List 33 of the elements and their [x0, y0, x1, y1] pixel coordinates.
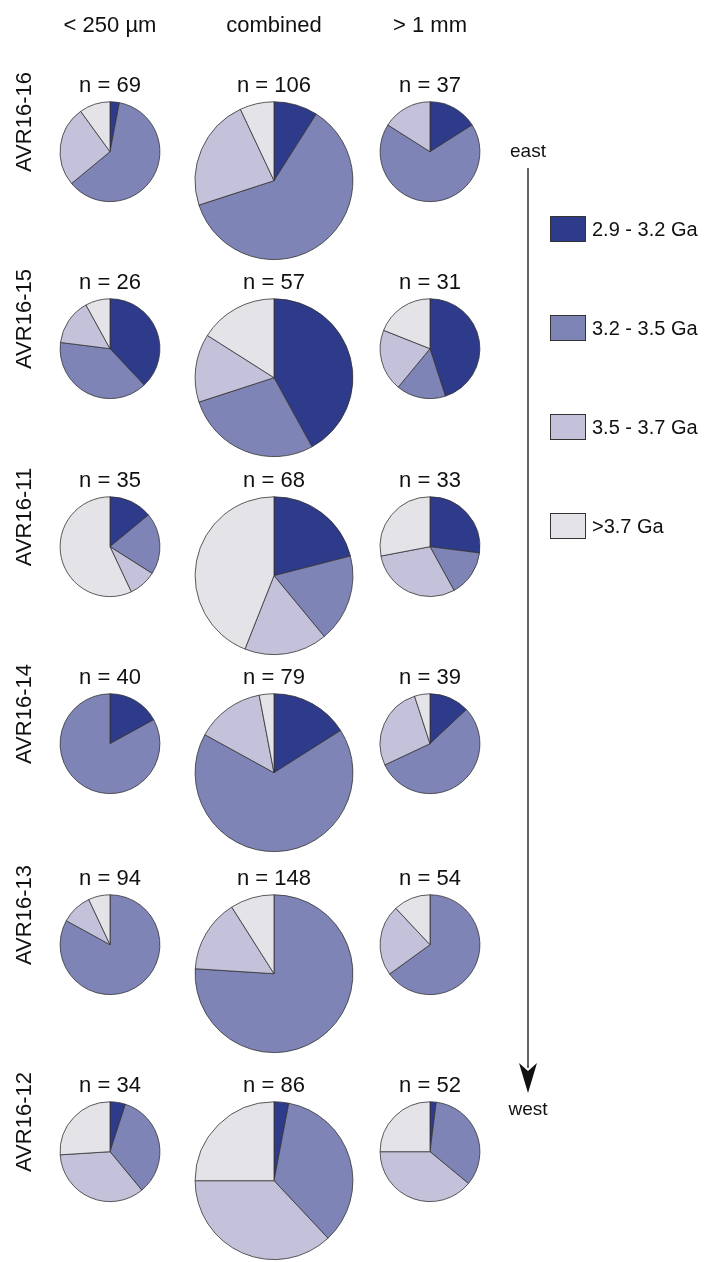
legend-label: 2.9 - 3.2 Ga [592, 218, 698, 240]
text: west [507, 1098, 549, 1120]
chart-title: n = 148 [236, 865, 312, 891]
text: AVR16-16 [11, 72, 37, 172]
chart-title: n = 40 [79, 664, 141, 690]
text: AVR16-12 [11, 1072, 37, 1172]
chart-title: n = 31 [399, 269, 461, 295]
text: AVR16-14 [11, 664, 37, 764]
chart-title: n = 54 [399, 865, 461, 891]
text: AVR16-11 [11, 467, 37, 567]
chart-title: n = 57 [243, 269, 305, 295]
chart-title: n = 52 [399, 1072, 461, 1098]
chart-title: n = 35 [79, 467, 141, 493]
chart-title: n = 68 [243, 467, 305, 493]
chart-title: n = 39 [399, 664, 461, 690]
text: combined [225, 12, 323, 38]
text: > 1 mm [392, 12, 468, 38]
chart-title: n = 79 [243, 664, 305, 690]
chart-title: n = 69 [79, 72, 141, 98]
legend-label: >3.7 Ga [592, 515, 664, 537]
legend-label: 3.5 - 3.7 Ga [592, 416, 698, 438]
text: < 250 µm [62, 12, 158, 38]
chart-title: n = 37 [399, 72, 461, 98]
text: east [509, 140, 547, 162]
chart-title: n = 94 [79, 865, 141, 891]
chart-title: n = 33 [399, 467, 461, 493]
text: AVR16-13 [11, 865, 37, 965]
legend-label: 3.2 - 3.5 Ga [592, 317, 698, 339]
text: AVR16-15 [11, 269, 37, 369]
chart-title: n = 106 [236, 72, 312, 98]
chart-title: n = 34 [79, 1072, 141, 1098]
chart-title: n = 26 [79, 269, 141, 295]
chart-title: n = 86 [243, 1072, 305, 1098]
